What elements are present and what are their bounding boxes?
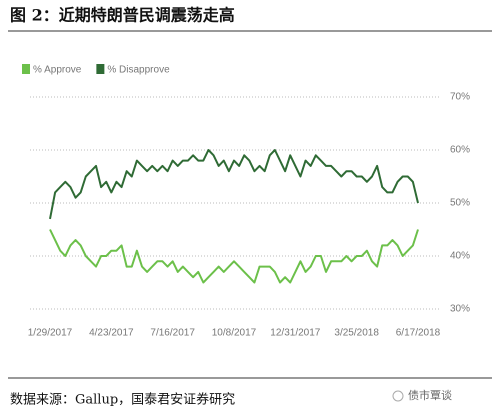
source: 数据来源：Gallup，国泰君安证券研究 bbox=[10, 392, 235, 408]
x-tick-label: 6/17/2018 bbox=[396, 328, 441, 339]
y-tick-label: 40% bbox=[450, 251, 470, 262]
x-tick-label: 10/8/2017 bbox=[212, 328, 257, 339]
legend-label: % Disapprove bbox=[107, 65, 170, 76]
x-tick-label: 4/23/2017 bbox=[89, 328, 134, 339]
series-line bbox=[49, 229, 419, 284]
chart-title: 图 2：近期特朗普民调震荡走高 bbox=[10, 6, 235, 25]
y-tick-label: 30% bbox=[450, 304, 470, 315]
y-tick-label: 60% bbox=[450, 145, 470, 156]
watermark: 债市覃谈 bbox=[408, 388, 452, 402]
y-tick-label: 50% bbox=[450, 198, 470, 209]
y-tick-label: 70% bbox=[450, 92, 470, 103]
x-tick-label: 1/29/2017 bbox=[28, 328, 73, 339]
watermark-icon bbox=[392, 390, 404, 402]
legend-swatch bbox=[22, 64, 30, 74]
x-tick-label: 3/25/2018 bbox=[334, 328, 379, 339]
legend-swatch bbox=[96, 64, 105, 74]
x-tick-label: 7/16/2017 bbox=[150, 328, 195, 339]
x-tick-label: 12/31/2017 bbox=[270, 328, 320, 339]
legend-label: % Approve bbox=[33, 65, 82, 76]
series-line bbox=[49, 149, 419, 220]
